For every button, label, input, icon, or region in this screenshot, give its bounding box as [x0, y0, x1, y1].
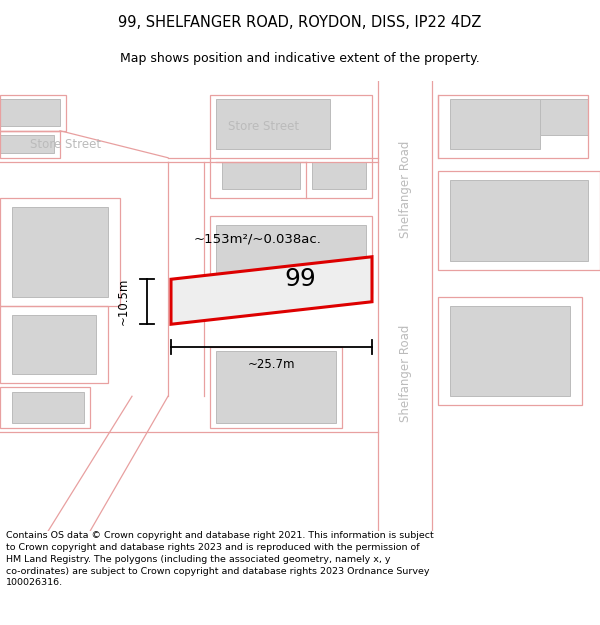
Polygon shape: [0, 135, 54, 153]
Polygon shape: [171, 257, 372, 324]
Polygon shape: [0, 396, 168, 531]
Text: 99: 99: [284, 268, 316, 291]
Polygon shape: [12, 208, 108, 298]
Text: Store Street: Store Street: [229, 120, 299, 132]
Text: Contains OS data © Crown copyright and database right 2021. This information is : Contains OS data © Crown copyright and d…: [6, 531, 434, 588]
Polygon shape: [216, 351, 336, 423]
Polygon shape: [216, 99, 330, 149]
Text: ~153m²/~0.038ac.: ~153m²/~0.038ac.: [194, 232, 322, 245]
Text: Store Street: Store Street: [31, 138, 101, 151]
Polygon shape: [216, 225, 366, 284]
Polygon shape: [450, 99, 540, 149]
Text: Shelfanger Road: Shelfanger Road: [398, 325, 412, 422]
Polygon shape: [0, 99, 60, 126]
Polygon shape: [12, 392, 84, 423]
Polygon shape: [312, 162, 366, 189]
Polygon shape: [450, 306, 570, 396]
Text: ~10.5m: ~10.5m: [116, 278, 130, 326]
Text: Map shows position and indicative extent of the property.: Map shows position and indicative extent…: [120, 52, 480, 65]
Polygon shape: [168, 162, 204, 396]
Polygon shape: [0, 81, 378, 162]
Text: Shelfanger Road: Shelfanger Road: [398, 141, 412, 238]
Text: 99, SHELFANGER ROAD, ROYDON, DISS, IP22 4DZ: 99, SHELFANGER ROAD, ROYDON, DISS, IP22 …: [118, 15, 482, 30]
Polygon shape: [450, 180, 588, 261]
Polygon shape: [222, 162, 300, 189]
Polygon shape: [540, 99, 588, 135]
Polygon shape: [0, 432, 600, 531]
Polygon shape: [12, 315, 96, 374]
Text: ~25.7m: ~25.7m: [248, 358, 295, 371]
Polygon shape: [378, 81, 432, 531]
Polygon shape: [0, 126, 84, 162]
